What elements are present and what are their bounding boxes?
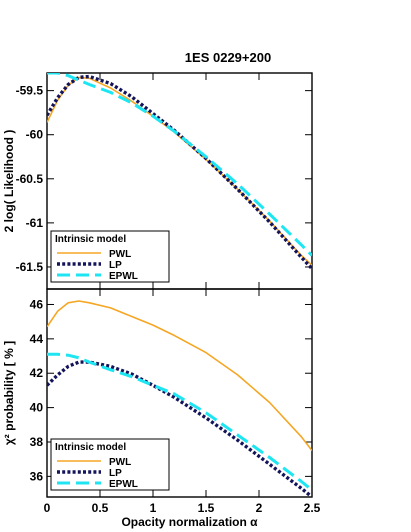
chart-title: 1ES 0229+200 — [185, 50, 271, 65]
y-tick-label: 40 — [30, 401, 44, 415]
legend-box — [50, 230, 170, 283]
y-tick-label: -61.5 — [16, 260, 44, 274]
x-tick-label: 0.5 — [92, 501, 109, 515]
likelihood-panel: -59.5 -60 -60.5 -61 -61.5 2 log( Likelihood )… — [2, 72, 313, 290]
x-tick-label: 1.5 — [198, 501, 215, 515]
series-group — [47, 73, 312, 270]
y-tick-label: 44 — [30, 332, 44, 346]
y-tick-label: -61 — [26, 216, 44, 230]
y-axis-label: χ² probability [ % ] — [2, 341, 16, 445]
y-tick-label: 42 — [30, 366, 44, 380]
y-tick-label: 46 — [30, 297, 44, 311]
series-group — [47, 300, 312, 497]
plot-frame — [46, 288, 313, 498]
x-tick-label: 2 — [256, 501, 263, 515]
series-line-epwl — [47, 352, 312, 492]
x-tick-label: 2.5 — [304, 501, 321, 515]
legend-label-epwl: EPWL — [109, 271, 138, 282]
legend-label-lp: LP — [109, 260, 122, 271]
series-line-pwl — [47, 300, 312, 452]
y-tick-label: -60 — [26, 128, 44, 142]
legend-label-pwl: PWL — [109, 457, 131, 468]
x-axis-label: Opacity normalization α — [121, 515, 258, 529]
chi2-probability-panel: 0 0.5 1 1.5 2 2.5 36 38 40 42 44 46 χ² probability [… — [2, 288, 321, 529]
y-tick-label: 36 — [30, 469, 44, 483]
legend-label-lp: LP — [109, 468, 122, 479]
legend-box — [50, 438, 170, 491]
y-tick-label: 38 — [30, 435, 44, 449]
series-line-lp — [47, 74, 312, 270]
legend-title: Intrinsic model — [55, 442, 126, 453]
x-tick-label: 1 — [150, 501, 157, 515]
series-line-epwl — [47, 73, 312, 257]
y-tick-label: -60.5 — [16, 172, 44, 186]
x-tick-label: 0 — [44, 501, 51, 515]
legend-label-pwl: PWL — [109, 249, 131, 260]
legend-title: Intrinsic model — [55, 234, 126, 245]
y-tick-label: -59.5 — [16, 84, 44, 98]
legend-label-epwl: EPWL — [109, 479, 138, 490]
y-axis-label: 2 log( Likelihood ) — [2, 130, 16, 233]
